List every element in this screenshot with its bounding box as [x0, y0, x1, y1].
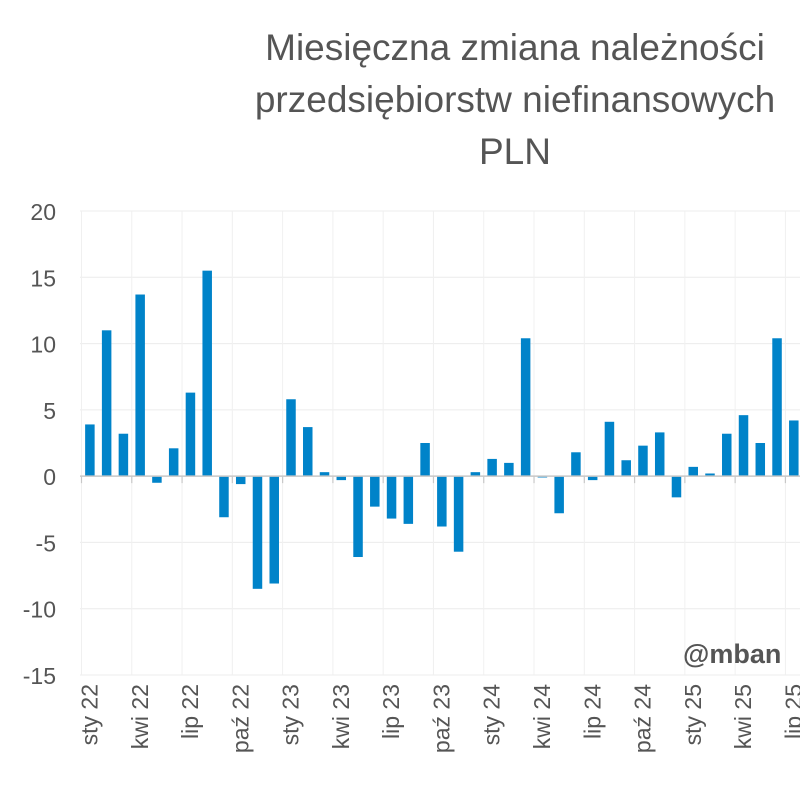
- bar: [688, 466, 698, 477]
- bar: [789, 420, 799, 477]
- x-tick-label: sty 23: [278, 684, 304, 745]
- bar: [722, 433, 732, 477]
- bar: [671, 476, 682, 498]
- x-tick-label: lip 23: [378, 684, 404, 739]
- bar: [118, 433, 129, 477]
- y-tick-label: -5: [36, 530, 56, 556]
- bar: [386, 476, 397, 519]
- y-tick-label: 5: [43, 398, 56, 424]
- bar: [370, 476, 380, 507]
- bar: [336, 476, 347, 481]
- bar: [487, 458, 497, 477]
- bar: [152, 476, 162, 483]
- bar: [738, 415, 749, 477]
- bar: [638, 445, 648, 477]
- x-tick-label: sty 24: [479, 684, 505, 746]
- bar: [185, 392, 196, 477]
- bar: [772, 338, 782, 477]
- bar: [269, 476, 279, 584]
- chart-title: Miesięczna zmiana należności przedsiębio…: [0, 22, 800, 178]
- y-tick-label: 0: [43, 464, 56, 490]
- y-tick-label: 20: [30, 199, 56, 225]
- bar: [101, 330, 112, 477]
- bar: [319, 472, 330, 477]
- chart-title-line-2: przedsiębiorstw niefinansowych: [254, 79, 776, 120]
- bar: [303, 427, 313, 477]
- x-tick-label: paź 24: [630, 684, 656, 753]
- bar: [235, 476, 246, 485]
- y-tick-label: 15: [30, 265, 56, 291]
- bar: [571, 452, 581, 477]
- x-tick-label: paź 23: [428, 684, 454, 753]
- bar: [437, 476, 447, 527]
- bar: [286, 399, 296, 477]
- bar: [621, 460, 631, 477]
- bar: [604, 421, 615, 477]
- bar: [353, 476, 363, 558]
- bar: [420, 443, 430, 477]
- chart-title-line-1: Miesięczna zmiana należności: [265, 27, 765, 68]
- chart-title-line-3: PLN: [479, 131, 551, 172]
- bar: [470, 472, 481, 477]
- y-tick-label: -15: [23, 663, 56, 689]
- x-tick-label: lip 22: [177, 684, 203, 739]
- bar: [403, 476, 414, 524]
- y-tick-label: -10: [23, 597, 56, 623]
- bar: [168, 448, 179, 477]
- bar: [504, 462, 514, 477]
- x-tick-label: lip 25: [780, 684, 800, 739]
- bar: [705, 473, 715, 477]
- x-tick-label: paź 22: [227, 684, 253, 753]
- x-tick-label: kwi 25: [730, 684, 756, 749]
- bar: [453, 476, 464, 552]
- bar: [654, 432, 665, 477]
- bar: [85, 424, 95, 477]
- bar: [587, 476, 598, 481]
- bar: [554, 476, 564, 514]
- watermark-text: @mban: [683, 639, 781, 669]
- bar: [135, 294, 145, 477]
- bar: [252, 476, 263, 589]
- bar: [755, 443, 766, 477]
- x-tick-label: kwi 24: [529, 684, 555, 749]
- x-tick-label: kwi 22: [127, 684, 153, 749]
- bar: [202, 270, 212, 477]
- y-tick-label: 10: [30, 332, 56, 358]
- bar: [219, 476, 229, 518]
- x-tick-label: lip 24: [579, 684, 605, 739]
- x-tick-label: sty 25: [680, 684, 706, 745]
- x-tick-label: sty 22: [77, 684, 103, 745]
- bar: [520, 338, 531, 477]
- x-tick-label: kwi 23: [328, 684, 354, 749]
